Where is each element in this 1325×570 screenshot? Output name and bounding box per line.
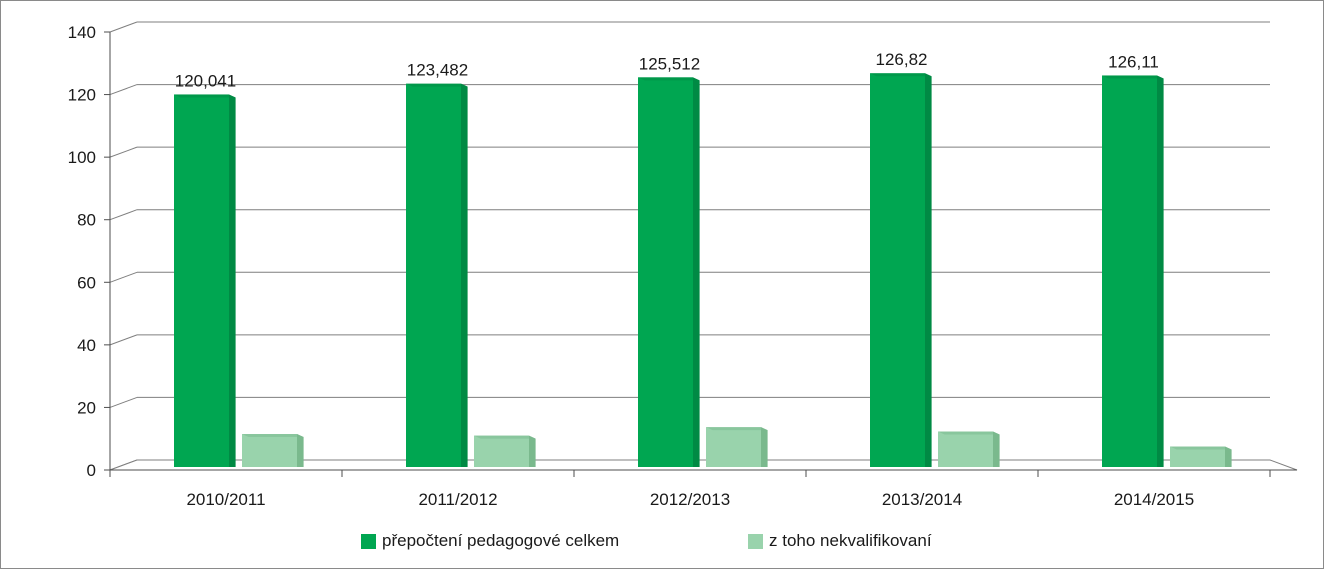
gridline-diagonal — [109, 84, 138, 96]
x-tick-label: 2012/2013 — [650, 490, 730, 509]
gridline-diagonal — [109, 271, 138, 283]
y-tick-label: 0 — [87, 461, 96, 480]
legend-item-total: přepočtení pedagogové celkem — [361, 531, 619, 551]
bar-top — [1102, 75, 1164, 79]
legend-swatch-total — [361, 533, 376, 549]
x-tick-label: 2010/2011 — [186, 490, 265, 509]
legend-swatch-unqualified — [748, 533, 763, 549]
legend-item-unqualified: z toho nekvalifikovaní — [748, 531, 932, 551]
gridline-diagonal — [109, 334, 138, 346]
data-label: 126,11 — [1108, 52, 1159, 71]
x-tick-label: 2013/2014 — [882, 490, 962, 509]
bar-side — [761, 427, 768, 467]
bar-side — [693, 77, 700, 467]
data-label: 126,82 — [876, 50, 928, 69]
bar-side — [461, 83, 468, 468]
gridline-diagonal — [109, 209, 138, 221]
bar-top — [638, 77, 700, 81]
bar-unqualified — [474, 435, 529, 467]
bar-total — [870, 73, 925, 468]
y-tick-label: 20 — [77, 398, 96, 417]
bar-unqualified — [938, 431, 993, 467]
bar-total — [406, 83, 461, 468]
bar-top — [406, 83, 468, 87]
bar-side — [993, 431, 1000, 467]
legend: přepočtení pedagogové celkem z toho nekv… — [0, 531, 1325, 557]
bar-side — [229, 94, 236, 468]
y-tick-label: 100 — [68, 148, 96, 167]
data-label: 120,041 — [175, 71, 236, 90]
bar-total — [174, 94, 229, 468]
bar-unqualified — [1170, 446, 1225, 467]
x-tick-label: 2011/2012 — [418, 490, 497, 509]
bar-top — [1170, 446, 1232, 450]
bar-unqualified — [242, 434, 297, 467]
data-label: 125,512 — [639, 54, 700, 73]
bar-top — [174, 94, 236, 98]
legend-label-total: přepočtení pedagogové celkem — [382, 531, 620, 550]
gridline-diagonal — [109, 21, 138, 33]
x-tick-label: 2014/2015 — [1114, 490, 1194, 509]
bar-side — [529, 435, 536, 467]
y-tick-label: 80 — [77, 211, 96, 230]
bar-top — [870, 73, 932, 77]
y-tick-label: 60 — [77, 273, 96, 292]
y-tick-label: 120 — [68, 86, 96, 105]
bar-total — [1102, 75, 1157, 467]
bar-top — [706, 427, 768, 431]
bar-unqualified — [706, 427, 761, 467]
y-tick-label: 140 — [68, 23, 96, 42]
gridline-diagonal — [109, 396, 138, 408]
bar-top — [242, 434, 304, 438]
bar-side — [1225, 446, 1232, 467]
bar-top — [474, 435, 536, 439]
bar-side — [925, 73, 932, 468]
bar-side — [297, 434, 304, 467]
legend-label-unqualified: z toho nekvalifikovaní — [769, 531, 932, 550]
bar-side — [1157, 75, 1164, 467]
bar-total — [638, 77, 693, 467]
gridline-diagonal — [109, 146, 138, 158]
y-tick-label: 40 — [77, 336, 96, 355]
bar-top — [938, 431, 1000, 435]
data-label: 123,482 — [407, 61, 468, 80]
